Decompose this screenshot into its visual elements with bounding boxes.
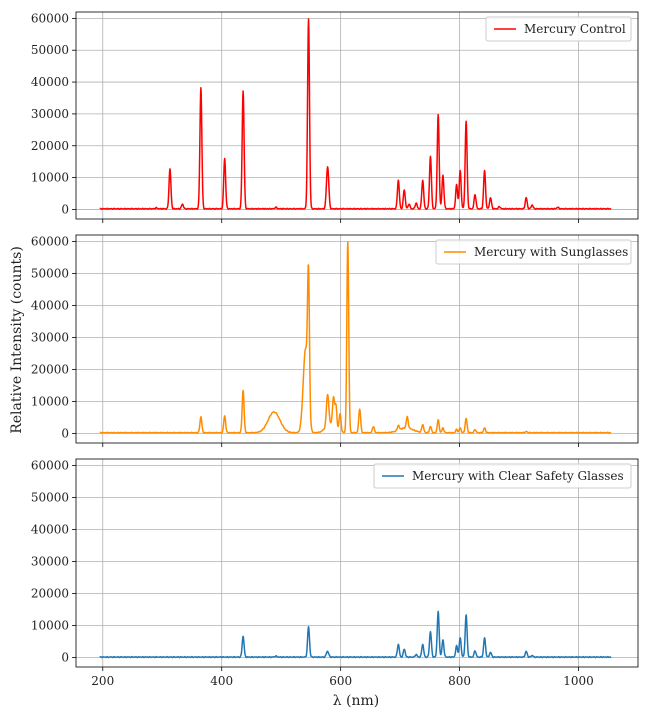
legend-box <box>373 463 632 489</box>
y-tick-label: 0 <box>61 426 69 440</box>
legend: Mercury Control <box>485 16 632 42</box>
x-tick-label: 800 <box>448 674 471 688</box>
y-tick-label: 50000 <box>31 266 69 280</box>
y-tick-label: 30000 <box>31 330 69 344</box>
legend-box <box>485 16 632 42</box>
y-tick-label: 60000 <box>31 458 69 472</box>
y-tick-label: 40000 <box>31 522 69 536</box>
y-tick-label: 40000 <box>31 298 69 312</box>
y-tick-label: 20000 <box>31 139 69 153</box>
panel-mercury-sunglasses: 0 10000 20000 30000 40000 50000 60000 Mercury w… <box>31 234 639 447</box>
legend: Mercury with Clear Safety Glasses <box>373 463 632 489</box>
legend: Mercury with Sunglasses <box>435 239 632 265</box>
y-tick-label: 20000 <box>31 586 69 600</box>
y-tick-label: 30000 <box>31 107 69 121</box>
series-line <box>99 18 612 211</box>
x-tick-label: 400 <box>210 674 233 688</box>
legend-label: Mercury with Clear Safety Glasses <box>412 469 624 483</box>
y-axis-label: Relative Intensity (counts) <box>9 246 25 434</box>
legend-box <box>435 239 632 265</box>
y-tick-label: 0 <box>61 650 69 664</box>
legend-label: Mercury with Sunglasses <box>474 245 628 259</box>
y-tick-label: 20000 <box>31 362 69 376</box>
series-line <box>99 241 612 434</box>
y-tick-label: 10000 <box>31 171 69 185</box>
series-line <box>99 610 612 659</box>
panel-mercury-clear-safety-glasses: 0 10000 20000 30000 40000 50000 60000 200 400 600… <box>31 458 639 688</box>
plot-frame <box>75 234 639 444</box>
y-tick-label: 10000 <box>31 394 69 408</box>
y-tick-label: 50000 <box>31 490 69 504</box>
x-tick-label: 1000 <box>563 674 594 688</box>
y-tick-label: 0 <box>61 202 69 216</box>
legend-label: Mercury Control <box>524 22 626 36</box>
x-tick-label: 200 <box>91 674 114 688</box>
x-tick-label: 600 <box>329 674 352 688</box>
y-tick-label: 10000 <box>31 618 69 632</box>
x-axis-label: λ (nm) <box>333 693 380 709</box>
plot-frame <box>75 458 639 668</box>
y-tick-label: 40000 <box>31 75 69 89</box>
y-tick-label: 60000 <box>31 11 69 25</box>
plot-frame <box>75 11 639 220</box>
y-tick-label: 30000 <box>31 554 69 568</box>
panel-mercury-control: 0 10000 20000 30000 40000 50000 60000 Mercury C… <box>31 11 639 223</box>
y-tick-label: 60000 <box>31 234 69 248</box>
y-tick-label: 50000 <box>31 43 69 57</box>
